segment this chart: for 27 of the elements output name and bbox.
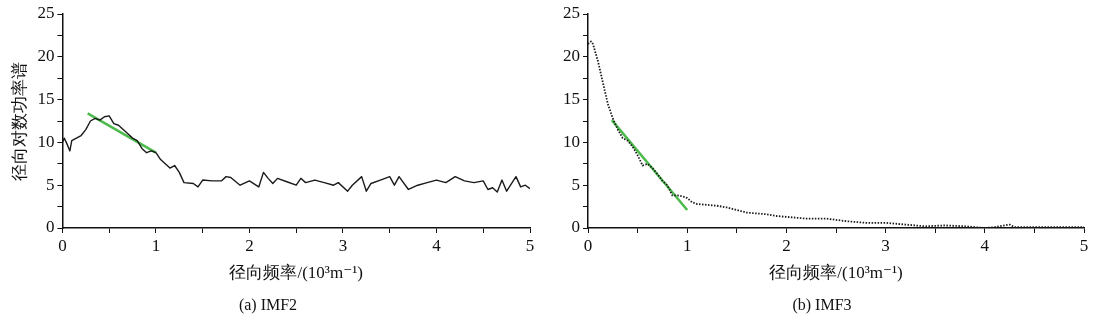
y-tick-label: 25 bbox=[37, 3, 55, 23]
y-tick-label: 15 bbox=[37, 89, 55, 109]
y-tick-label: 25 bbox=[563, 3, 580, 23]
y-tick-label: 0 bbox=[45, 217, 55, 237]
y-tick-label: 5 bbox=[571, 174, 580, 194]
y-tick-label: 15 bbox=[563, 89, 580, 109]
x-axis-title: 径向频率/(10³m⁻¹) bbox=[769, 263, 903, 283]
x-tick-label: 1 bbox=[151, 235, 161, 255]
x-tick-label: 1 bbox=[682, 235, 692, 255]
x-tick-label: 2 bbox=[245, 235, 254, 255]
x-tick-label: 3 bbox=[881, 235, 890, 255]
y-tick-label: 5 bbox=[45, 174, 55, 194]
x-tick-label: 2 bbox=[782, 235, 791, 255]
text: (a) IMF2 bbox=[238, 295, 298, 314]
x-tick-label: 4 bbox=[980, 235, 990, 255]
y-tick-label: 10 bbox=[37, 131, 55, 151]
x-tick-label: 4 bbox=[432, 235, 442, 255]
x-tick-label: 5 bbox=[1079, 235, 1089, 255]
text: (b) IMF3 bbox=[792, 295, 852, 314]
x-tick-label: 5 bbox=[525, 235, 535, 255]
y-tick-label: 0 bbox=[571, 217, 580, 237]
y-tick-label: 20 bbox=[37, 46, 55, 66]
y-axis-title: 径向对数功率谱 bbox=[9, 61, 29, 181]
x-axis-title: 径向频率/(10³m⁻¹) bbox=[229, 263, 363, 283]
y-tick-label: 10 bbox=[563, 131, 580, 151]
y-tick-label: 20 bbox=[563, 46, 580, 66]
x-tick-label: 3 bbox=[338, 235, 348, 255]
